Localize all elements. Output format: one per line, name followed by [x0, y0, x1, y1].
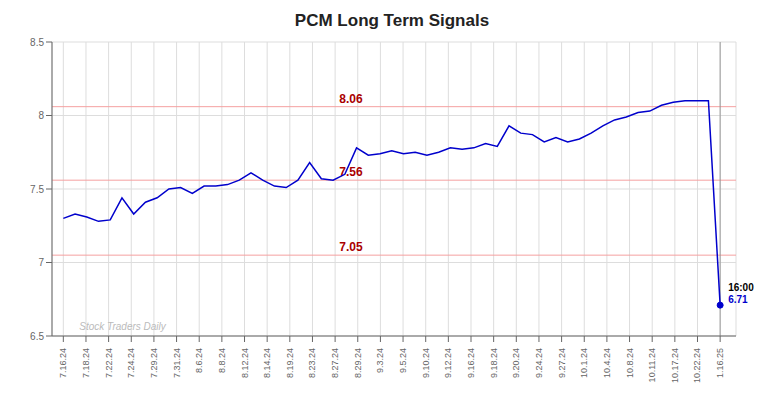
svg-text:7.24.24: 7.24.24 [126, 348, 136, 378]
svg-text:9.12.24: 9.12.24 [443, 348, 453, 378]
svg-text:6.5: 6.5 [30, 331, 44, 342]
svg-text:8.14.24: 8.14.24 [262, 348, 272, 378]
svg-text:7.22.24: 7.22.24 [104, 348, 114, 378]
svg-text:10.8.24: 10.8.24 [625, 348, 635, 378]
svg-text:8.23.24: 8.23.24 [307, 348, 317, 378]
svg-text:9.27.24: 9.27.24 [557, 348, 567, 378]
svg-text:9.24.24: 9.24.24 [534, 348, 544, 378]
svg-text:8.6.24: 8.6.24 [194, 348, 204, 373]
svg-text:7: 7 [38, 257, 44, 268]
svg-text:8.19.24: 8.19.24 [285, 348, 295, 378]
svg-text:7.05: 7.05 [339, 240, 363, 254]
svg-text:8.5: 8.5 [30, 37, 44, 48]
svg-text:10.1.24: 10.1.24 [579, 348, 589, 378]
svg-text:7.18.24: 7.18.24 [81, 348, 91, 378]
svg-text:Stock Traders Daily: Stock Traders Daily [79, 321, 167, 332]
svg-text:7.5: 7.5 [30, 184, 44, 195]
svg-text:8.29.24: 8.29.24 [353, 348, 363, 378]
html-text:PCM Long Term Signals: PCM Long Term Signals [294, 11, 490, 30]
svg-text:10.22.24: 10.22.24 [692, 348, 702, 383]
svg-text:7.16.24: 7.16.24 [58, 348, 68, 378]
svg-text:8: 8 [38, 110, 44, 121]
svg-text:8.12.24: 8.12.24 [240, 348, 250, 378]
svg-text:16:00: 16:00 [728, 282, 754, 293]
svg-text:9.5.24: 9.5.24 [398, 348, 408, 373]
svg-text:9.18.24: 9.18.24 [489, 348, 499, 378]
svg-text:9.10.24: 9.10.24 [421, 348, 431, 378]
svg-text:7.56: 7.56 [339, 165, 363, 179]
svg-text:1.16.25: 1.16.25 [715, 348, 725, 378]
svg-text:9.20.24: 9.20.24 [511, 348, 521, 378]
svg-text:6.71: 6.71 [728, 294, 748, 305]
svg-text:9.3.24: 9.3.24 [375, 348, 385, 373]
svg-text:8.8.24: 8.8.24 [217, 348, 227, 373]
svg-text:9.16.24: 9.16.24 [466, 348, 476, 378]
svg-text:10.4.24: 10.4.24 [602, 348, 612, 378]
svg-text:8.06: 8.06 [339, 92, 363, 106]
svg-text:10.11.24: 10.11.24 [647, 348, 657, 382]
svg-text:7.29.24: 7.29.24 [149, 348, 159, 378]
svg-text:10.17.24: 10.17.24 [670, 348, 680, 383]
svg-text:7.31.24: 7.31.24 [172, 348, 182, 378]
svg-text:8.27.24: 8.27.24 [330, 348, 340, 378]
